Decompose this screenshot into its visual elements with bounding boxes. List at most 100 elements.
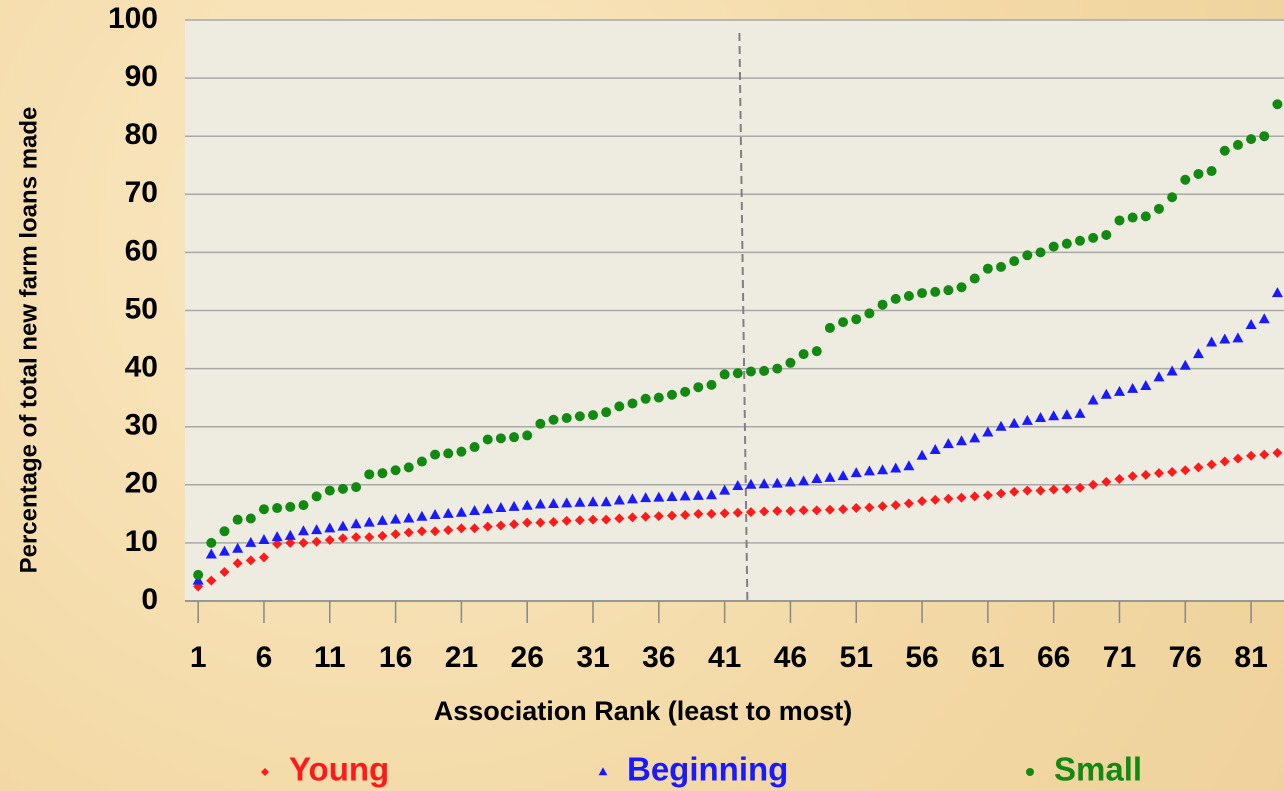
point	[1022, 250, 1033, 261]
legend-label: Beginning	[627, 751, 788, 788]
point	[600, 496, 612, 507]
point	[206, 537, 217, 548]
x-tick-label: 21	[445, 641, 478, 674]
point	[838, 317, 849, 328]
point	[1180, 465, 1191, 476]
point	[469, 442, 480, 453]
point	[324, 485, 335, 496]
point	[535, 517, 546, 528]
point	[1088, 479, 1099, 490]
point	[1074, 407, 1086, 418]
point	[1179, 359, 1191, 370]
point	[1180, 174, 1191, 185]
point	[416, 510, 428, 521]
point	[969, 491, 980, 502]
point	[785, 505, 796, 516]
point	[561, 497, 573, 508]
point	[574, 496, 586, 507]
point	[534, 498, 546, 509]
point	[1113, 385, 1125, 396]
point	[640, 511, 651, 522]
point	[521, 499, 533, 510]
point	[588, 410, 599, 421]
x-tick-label: 16	[379, 641, 412, 674]
point	[337, 533, 348, 544]
point	[1193, 462, 1204, 473]
point	[640, 492, 652, 503]
point	[1166, 365, 1178, 376]
point	[1074, 482, 1085, 493]
point	[495, 520, 506, 531]
point	[1087, 394, 1099, 405]
point	[205, 548, 217, 559]
point	[548, 414, 559, 425]
point	[285, 501, 296, 512]
point	[798, 475, 810, 486]
point	[443, 448, 454, 459]
point	[877, 464, 889, 475]
point	[1101, 229, 1112, 240]
point	[982, 426, 994, 437]
point	[627, 512, 638, 523]
point	[719, 508, 730, 519]
x-tick-label: 6	[256, 641, 273, 674]
point	[482, 521, 493, 532]
point	[1021, 414, 1033, 425]
point	[272, 539, 283, 550]
point	[851, 503, 862, 514]
point	[798, 505, 809, 516]
point	[245, 513, 256, 524]
point	[640, 393, 651, 404]
point	[942, 438, 954, 449]
point	[824, 322, 835, 333]
point	[692, 489, 704, 500]
point	[745, 366, 756, 377]
y-tick-label: 50	[125, 292, 158, 325]
point	[693, 508, 704, 519]
x-tick-label: 11	[314, 641, 346, 674]
point	[996, 261, 1007, 272]
point	[1258, 313, 1270, 324]
point	[732, 368, 743, 379]
point	[1219, 145, 1230, 156]
x-axis-label: Association Rank (least to most)	[434, 696, 853, 726]
point	[218, 545, 230, 556]
point	[456, 446, 467, 457]
point	[337, 520, 349, 531]
point	[1061, 238, 1072, 249]
point	[364, 532, 375, 543]
point	[271, 531, 283, 542]
point	[377, 468, 388, 479]
point	[337, 483, 348, 494]
point	[614, 513, 625, 524]
point	[732, 479, 744, 490]
point	[1206, 459, 1217, 470]
point	[258, 533, 270, 544]
point	[1259, 131, 1270, 142]
y-tick-label: 100	[108, 2, 158, 35]
point	[455, 506, 467, 517]
point	[1232, 332, 1244, 343]
point	[1153, 468, 1164, 479]
point	[890, 462, 902, 473]
y-axis-label: Percentage of total new farm loans made	[15, 107, 42, 574]
point	[377, 530, 388, 541]
point	[1272, 99, 1283, 110]
point	[258, 504, 269, 515]
point	[930, 286, 941, 297]
point	[601, 514, 612, 525]
point	[982, 490, 993, 501]
point	[1048, 484, 1059, 495]
point	[1127, 382, 1139, 393]
point	[719, 369, 730, 380]
point	[759, 506, 770, 517]
point	[390, 529, 401, 540]
point	[1035, 247, 1046, 258]
legend-marker	[1026, 768, 1034, 776]
point	[535, 418, 546, 429]
point	[561, 515, 572, 526]
point	[430, 526, 441, 537]
point	[1246, 450, 1257, 461]
y-tick-label: 30	[125, 409, 158, 442]
